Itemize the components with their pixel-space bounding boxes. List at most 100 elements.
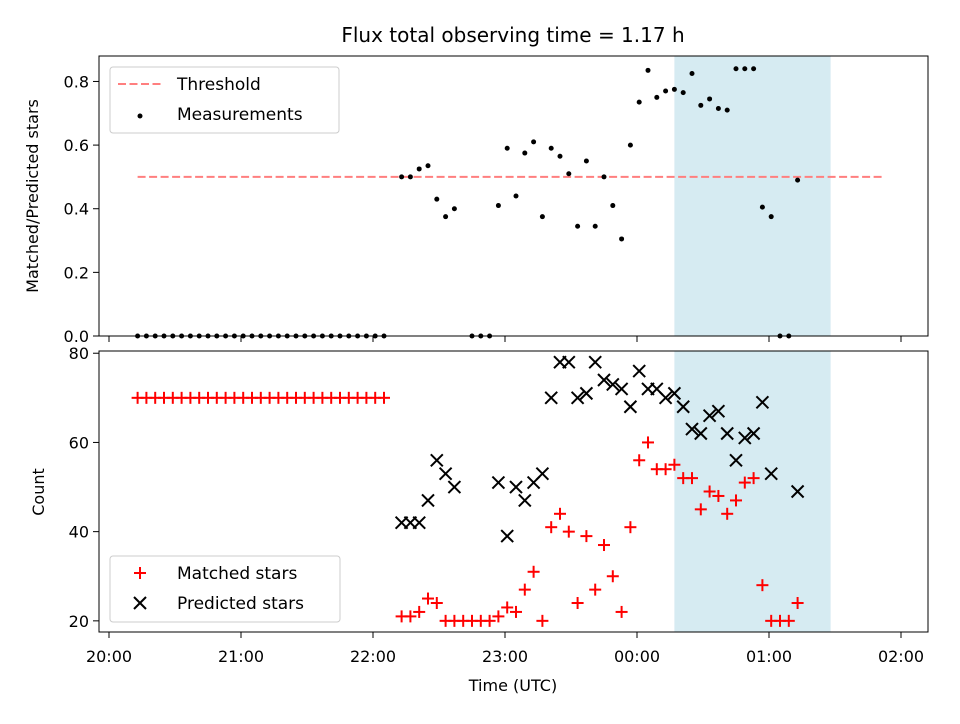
matched-star-point bbox=[642, 436, 654, 449]
predicted-stars-points bbox=[394, 355, 805, 543]
matched-star-point bbox=[589, 583, 602, 596]
measurement-point bbox=[592, 223, 598, 229]
measurement-point bbox=[627, 142, 633, 148]
matched-star-point bbox=[571, 597, 584, 610]
measurement-point bbox=[539, 214, 545, 220]
measurement-point bbox=[557, 153, 563, 159]
predicted-star-point bbox=[658, 391, 673, 405]
y-tick-label: 0.2 bbox=[64, 263, 89, 282]
y-tick-label: 0.4 bbox=[64, 200, 89, 219]
measurement-point bbox=[636, 99, 642, 105]
matched-star-point bbox=[730, 494, 742, 507]
measurement-point bbox=[531, 139, 537, 145]
measurement-point bbox=[768, 214, 774, 220]
predicted-star-point bbox=[764, 466, 778, 481]
measurement-point bbox=[663, 88, 669, 94]
matched-star-point bbox=[580, 530, 593, 543]
legend-threshold-label: Threshold bbox=[176, 75, 261, 95]
predicted-star-point bbox=[421, 493, 435, 508]
measurement-point bbox=[504, 145, 510, 151]
measurement-point bbox=[680, 90, 686, 96]
predicted-star-point bbox=[579, 386, 594, 401]
matched-star-point bbox=[624, 521, 637, 534]
measurement-point bbox=[742, 66, 748, 72]
matched-star-point bbox=[413, 605, 426, 618]
predicted-star-point bbox=[667, 386, 682, 401]
matched-star-point bbox=[527, 565, 540, 578]
predicted-star-point bbox=[790, 484, 805, 499]
measurement-point bbox=[654, 94, 660, 100]
matched-star-point bbox=[659, 463, 672, 476]
matched-star-point bbox=[791, 597, 804, 610]
matched-star-point bbox=[686, 472, 698, 485]
bottom-x-ticks: 20:00 21:00 22:00 23:00 00:00 01:00 02:00 bbox=[86, 632, 924, 666]
y-tick-label: 80 bbox=[69, 344, 89, 363]
top-legend: Threshold Measurements bbox=[109, 66, 340, 134]
matched-star-point bbox=[738, 476, 751, 489]
x-tick-label: 22:00 bbox=[350, 647, 396, 666]
top-panel: 0.00.20.40.60.8 Matched/Predicted stars … bbox=[23, 55, 929, 346]
y-tick-label: 40 bbox=[69, 523, 89, 542]
legend-matched-swatch bbox=[134, 567, 146, 579]
top-x-ticks bbox=[108, 336, 902, 342]
predicted-star-point bbox=[430, 453, 444, 467]
measurement-point bbox=[513, 193, 519, 199]
matched-star-point bbox=[703, 485, 716, 498]
matched-star-point bbox=[747, 472, 760, 485]
top-highlight-span bbox=[674, 56, 831, 336]
y-tick-label: 0.6 bbox=[64, 136, 89, 155]
y-tick-label: 0.8 bbox=[64, 72, 89, 91]
y-tick-label: 20 bbox=[69, 612, 89, 631]
predicted-star-point bbox=[623, 400, 638, 414]
measurement-point bbox=[434, 196, 440, 202]
measurement-point bbox=[566, 171, 572, 177]
matched-star-point bbox=[492, 610, 505, 623]
predicted-star-point bbox=[447, 480, 462, 494]
measurement-point bbox=[548, 145, 554, 151]
matched-star-point bbox=[430, 597, 443, 610]
matched-star-point bbox=[483, 614, 496, 627]
measurement-point bbox=[407, 174, 413, 180]
predicted-star-point bbox=[438, 466, 453, 481]
matched-star-point bbox=[536, 614, 549, 627]
measurement-point bbox=[495, 203, 501, 209]
predicted-star-point bbox=[702, 408, 717, 423]
matched-star-point bbox=[782, 614, 795, 627]
predicted-star-point bbox=[500, 529, 514, 543]
predicted-star-point bbox=[562, 355, 576, 369]
top-legend-box bbox=[109, 66, 340, 134]
measurement-point bbox=[715, 106, 721, 111]
chart-title: Flux total observing time = 1.17 h bbox=[341, 23, 684, 47]
measurement-point bbox=[795, 177, 801, 183]
measurement-point bbox=[583, 158, 589, 164]
measurement-point bbox=[601, 174, 607, 180]
measurement-point bbox=[416, 166, 422, 172]
matched-star-point bbox=[545, 521, 558, 534]
legend-matched-label: Matched stars bbox=[177, 564, 297, 584]
predicted-star-point bbox=[755, 395, 770, 410]
measurement-point bbox=[451, 206, 457, 212]
top-y-axis-label: Matched/Predicted stars bbox=[23, 99, 42, 293]
measurement-point bbox=[724, 107, 730, 113]
matched-star-point bbox=[554, 507, 566, 520]
matched-star-point bbox=[668, 458, 681, 471]
matched-star-point bbox=[422, 592, 434, 605]
predicted-star-point bbox=[544, 391, 558, 405]
predicted-star-point bbox=[711, 404, 726, 418]
predicted-star-point bbox=[570, 391, 585, 405]
predicted-star-point bbox=[597, 373, 611, 387]
bottom-axes-frame bbox=[98, 350, 929, 633]
measurement-point bbox=[610, 203, 616, 209]
measurement-point bbox=[707, 96, 713, 102]
predicted-star-point bbox=[412, 516, 426, 530]
bottom-legend: Matched stars Predicted stars bbox=[109, 555, 341, 623]
measurement-point bbox=[689, 71, 695, 76]
matched-star-point bbox=[378, 391, 390, 404]
measurement-point bbox=[751, 66, 757, 72]
predicted-star-point bbox=[720, 426, 734, 441]
matched-star-point bbox=[501, 601, 514, 614]
top-axes-frame bbox=[98, 55, 929, 337]
matched-star-point bbox=[562, 525, 575, 538]
x-tick-label: 01:00 bbox=[746, 647, 792, 666]
